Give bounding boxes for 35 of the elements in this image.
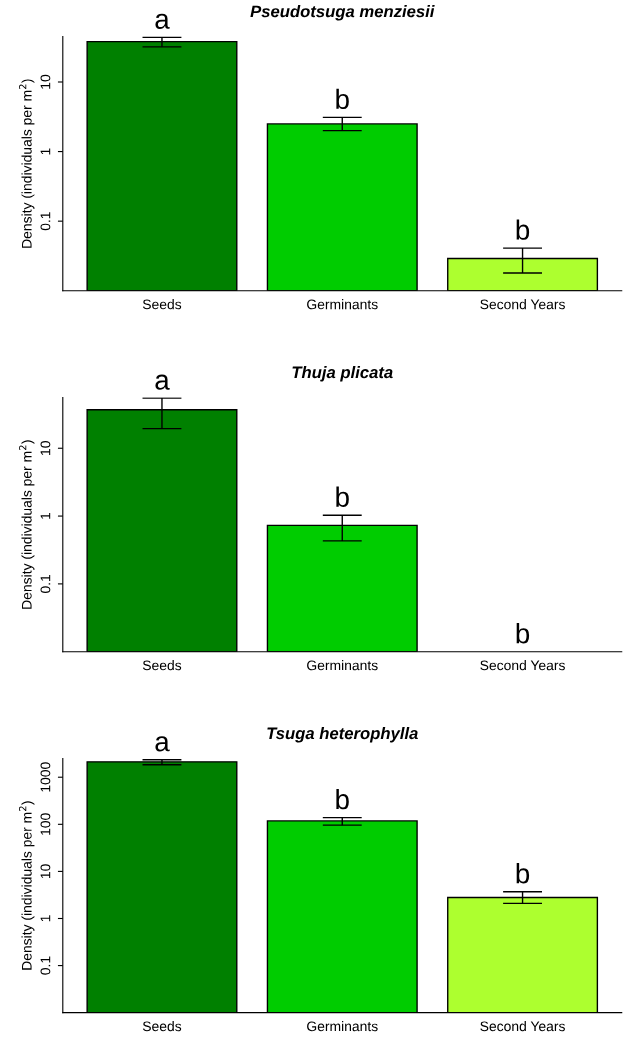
chart-title: Tsuga heterophylla bbox=[267, 726, 418, 743]
y-tick-label: 100 bbox=[40, 813, 51, 835]
y-axis-title: Density (individuals per m$^{2}$) bbox=[19, 440, 35, 609]
y-axis-title: Density (individuals per m$^{2}$) bbox=[19, 801, 35, 970]
x-tick-label: Germinants bbox=[307, 660, 378, 671]
annotation: a bbox=[155, 736, 170, 752]
x-tick-label: Seeds bbox=[142, 1021, 182, 1032]
y-tick-label: 1 bbox=[40, 148, 51, 155]
annotation: b bbox=[516, 219, 530, 240]
x-tick-label: Germinants bbox=[307, 1021, 378, 1032]
y-tick-label: 10 bbox=[40, 74, 51, 89]
annotation: b bbox=[336, 788, 349, 810]
x-tick-label: Second Years bbox=[480, 1021, 565, 1032]
annotation: b bbox=[516, 623, 530, 644]
x-tick-label: Second Years bbox=[480, 660, 565, 671]
annotation: b bbox=[336, 486, 349, 507]
y-tick-label: 1 bbox=[40, 915, 51, 922]
annotation: b bbox=[336, 88, 349, 110]
y-tick-label: 0.1 bbox=[40, 956, 51, 975]
x-tick-label: Second Years bbox=[480, 299, 565, 310]
x-tick-label: Seeds bbox=[142, 660, 182, 671]
y-tick-label: 10 bbox=[40, 864, 51, 879]
chart-title: Pseudotsuga menziesii bbox=[250, 5, 435, 21]
y-tick-label: 10 bbox=[40, 441, 51, 455]
y-tick-label: 1000 bbox=[40, 762, 51, 792]
chart-title: Thuja plicata bbox=[292, 365, 393, 382]
x-tick-label: Seeds bbox=[142, 299, 182, 310]
x-tick-label: Germinants bbox=[307, 299, 378, 310]
y-axis-title: Density (individuals per m$^{2}$) bbox=[19, 79, 35, 248]
annotation: a bbox=[155, 13, 170, 29]
y-tick-label: 1 bbox=[40, 512, 51, 519]
annotation: a bbox=[155, 374, 170, 390]
y-tick-label: 0.1 bbox=[40, 212, 51, 231]
annotation: b bbox=[516, 863, 530, 884]
y-tick-label: 0.1 bbox=[40, 574, 51, 593]
